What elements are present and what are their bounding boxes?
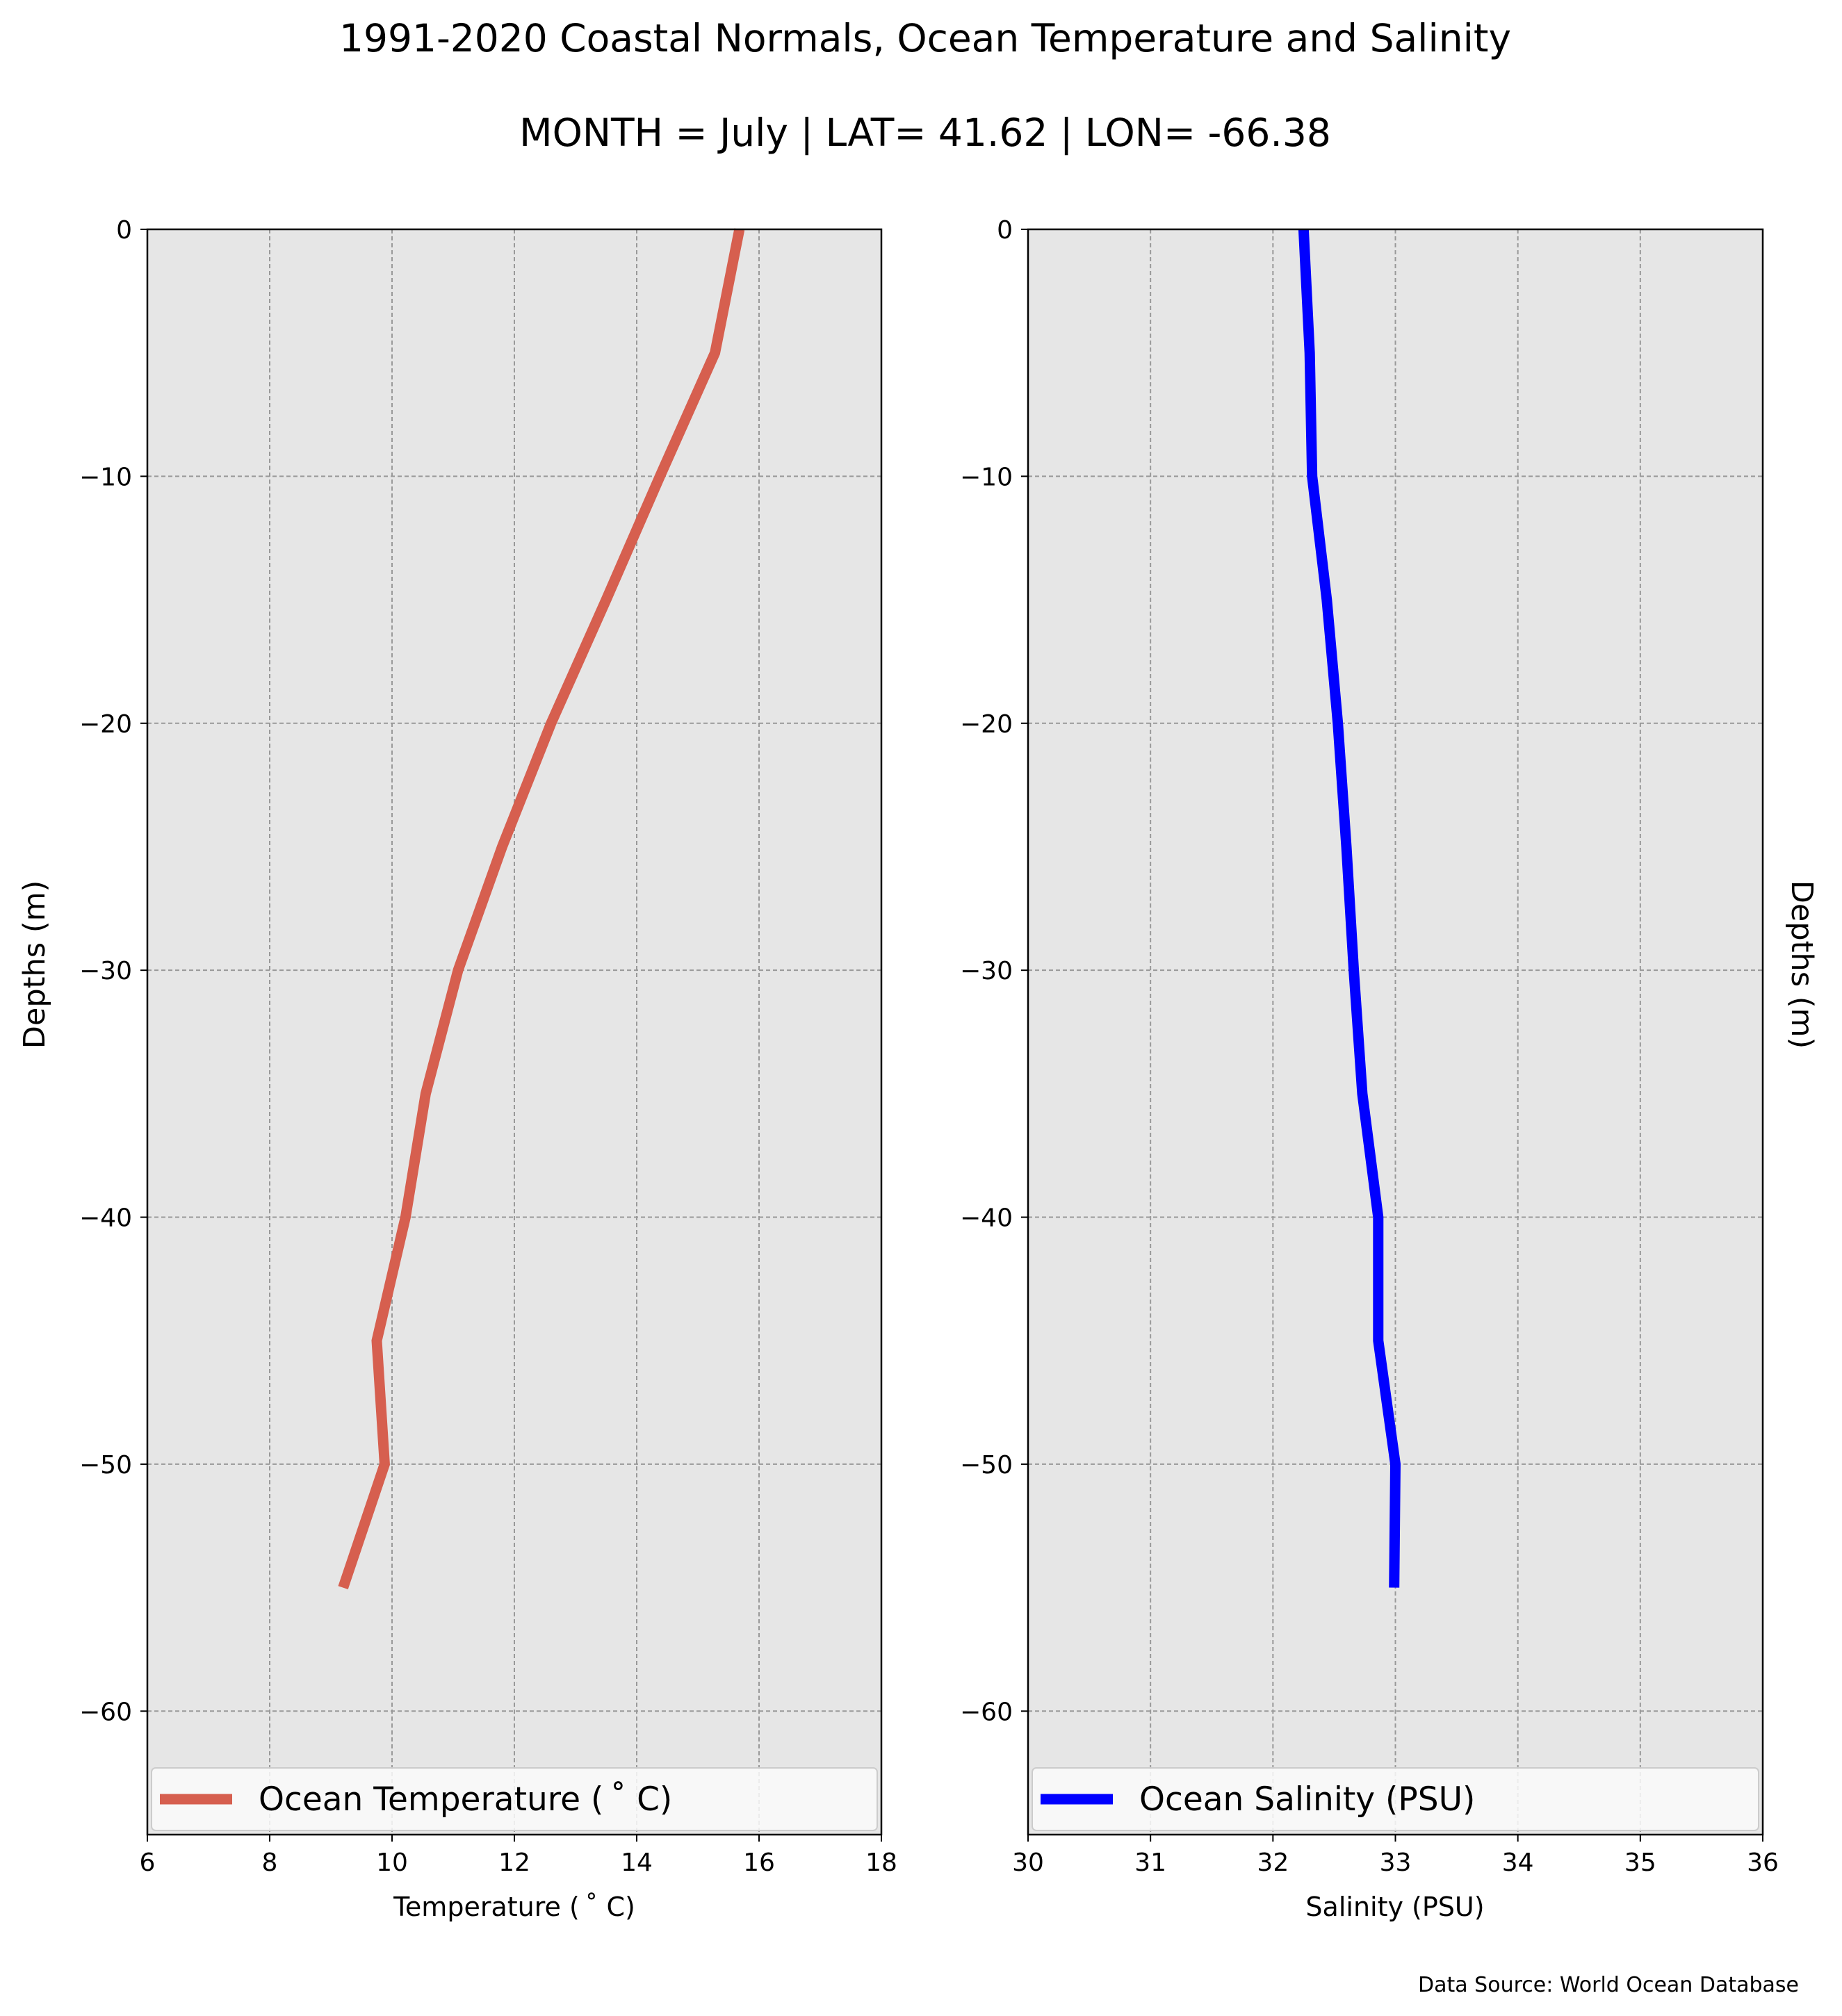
y-tick-label: −40 — [960, 1204, 1013, 1233]
salinity-x-ticks: 30 31 32 33 34 35 36 — [1012, 1835, 1779, 1877]
temperature-y-axis-label: Depths (m) — [17, 880, 52, 1049]
y-tick-label: −30 — [79, 957, 132, 985]
salinity-x-axis-label: Salinity (PSU) — [1305, 1892, 1484, 1922]
temperature-y-ticks: 0 −10 −20 −30 −40 −50 −60 — [79, 216, 147, 1726]
salinity-y-axis-label: Depths (m) — [1784, 880, 1819, 1049]
y-tick-label: −50 — [79, 1451, 132, 1480]
temperature-series-line — [338, 228, 745, 1589]
temperature-x-ticks: 6 8 10 12 14 16 18 — [140, 1835, 897, 1877]
salinity-panel: Ocean Salinity (PSU) 30 31 32 33 34 35 36 0 −10… — [960, 216, 1819, 1922]
figure-title: 1991-2020 Coastal Normals, Ocean Tempera… — [339, 16, 1511, 60]
temperature-x-axis-label: Temperature ( ˚ C) — [393, 1892, 635, 1922]
y-tick-label: −60 — [960, 1698, 1013, 1726]
temperature-plot: Ocean Temperature ( ˚ C) — [146, 228, 883, 1836]
x-tick-label: 36 — [1747, 1849, 1779, 1877]
x-tick-label: 14 — [621, 1849, 653, 1877]
x-tick-label: 8 — [262, 1849, 278, 1877]
x-tick-label: 35 — [1624, 1849, 1656, 1877]
x-tick-label: 10 — [376, 1849, 408, 1877]
y-tick-label: 0 — [116, 216, 132, 245]
x-tick-label: 18 — [865, 1849, 897, 1877]
salinity-plot: Ocean Salinity (PSU) — [1027, 228, 1764, 1836]
y-tick-label: −10 — [960, 463, 1013, 491]
x-tick-label: 31 — [1134, 1849, 1166, 1877]
legend-box — [151, 1767, 878, 1831]
legend-label: Ocean Temperature ( ˚ C) — [259, 1780, 672, 1819]
temperature-panel: Ocean Temperature ( ˚ C) 6 8 10 12 14 16 18 0 −… — [17, 216, 897, 1922]
salinity-legend: Ocean Salinity (PSU) — [1032, 1767, 1759, 1831]
salinity-series-line — [1298, 229, 1401, 1588]
y-tick-label: −20 — [79, 710, 132, 739]
y-tick-label: 0 — [997, 216, 1013, 245]
y-tick-label: −50 — [960, 1451, 1013, 1480]
x-tick-label: 33 — [1380, 1849, 1412, 1877]
y-tick-label: −60 — [79, 1698, 132, 1726]
y-tick-label: −30 — [960, 957, 1013, 985]
x-tick-label: 12 — [498, 1849, 530, 1877]
y-tick-label: −40 — [79, 1204, 132, 1233]
x-tick-label: 32 — [1257, 1849, 1289, 1877]
y-tick-label: −10 — [79, 463, 132, 491]
legend-label: Ocean Salinity (PSU) — [1139, 1780, 1475, 1819]
salinity-y-ticks: 0 −10 −20 −30 −40 −50 −60 — [960, 216, 1028, 1726]
figure-subtitle: MONTH = July | LAT= 41.62 | LON= -66.38 — [519, 110, 1331, 156]
x-tick-label: 30 — [1012, 1849, 1044, 1877]
data-source-note: Data Source: World Ocean Database — [1418, 1973, 1799, 1997]
y-tick-label: −20 — [960, 710, 1013, 739]
legend-box — [1032, 1767, 1759, 1831]
temperature-legend: Ocean Temperature ( ˚ C) — [151, 1767, 878, 1831]
x-tick-label: 16 — [743, 1849, 775, 1877]
x-tick-label: 6 — [140, 1849, 156, 1877]
x-tick-label: 34 — [1502, 1849, 1534, 1877]
